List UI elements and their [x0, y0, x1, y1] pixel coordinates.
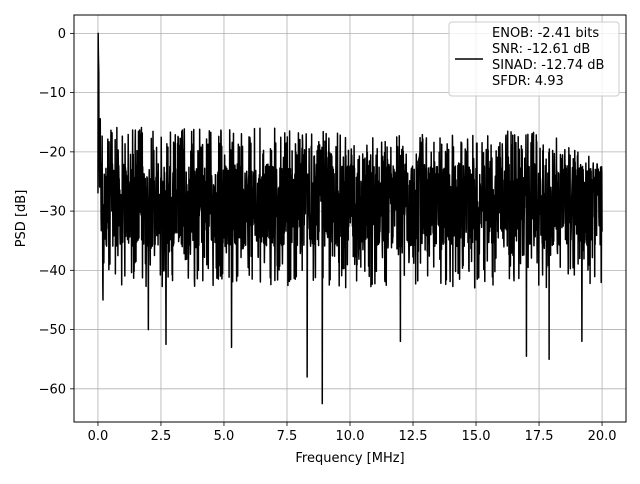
psd-series-line	[97, 32, 603, 405]
x-axis: 0.0 2.5 5.0 7.5 10.0 12.5 15.0 17.5 20.0	[88, 422, 617, 444]
y-tick-label: −60	[39, 382, 66, 397]
y-axis-title: PSD [dB]	[14, 190, 29, 248]
x-tick-label: 12.5	[399, 429, 428, 444]
legend-line-snr: SNR: -12.61 dB	[492, 42, 590, 57]
legend-line-sinad: SINAD: -12.74 dB	[492, 58, 604, 73]
y-tick-label: −20	[39, 145, 66, 160]
y-tick-label: −30	[39, 205, 66, 220]
x-tick-label: 7.5	[277, 429, 298, 444]
x-tick-label: 17.5	[525, 429, 554, 444]
series-layer	[97, 32, 603, 405]
legend-box	[448, 21, 620, 97]
y-tick-label: −10	[39, 86, 66, 101]
x-tick-label: 10.0	[336, 429, 365, 444]
y-tick-label: −50	[39, 323, 66, 338]
y-tick-label: 0	[58, 27, 66, 42]
y-axis: 0 −10 −20 −30 −40 −50 −60	[39, 27, 74, 397]
x-tick-label: 20.0	[588, 429, 617, 444]
x-tick-label: 5.0	[214, 429, 235, 444]
x-tick-label: 2.5	[151, 429, 172, 444]
legend-line-sfdr: SFDR: 4.93	[492, 74, 564, 89]
x-tick-label: 0.0	[88, 429, 109, 444]
x-tick-label: 15.0	[462, 429, 491, 444]
legend: ENOB: -2.41 bits SNR: -12.61 dB SINAD: -…	[448, 21, 620, 97]
x-axis-title: Frequency [MHz]	[295, 451, 404, 466]
y-tick-label: −40	[39, 264, 66, 279]
legend-line-enob: ENOB: -2.41 bits	[492, 26, 599, 41]
